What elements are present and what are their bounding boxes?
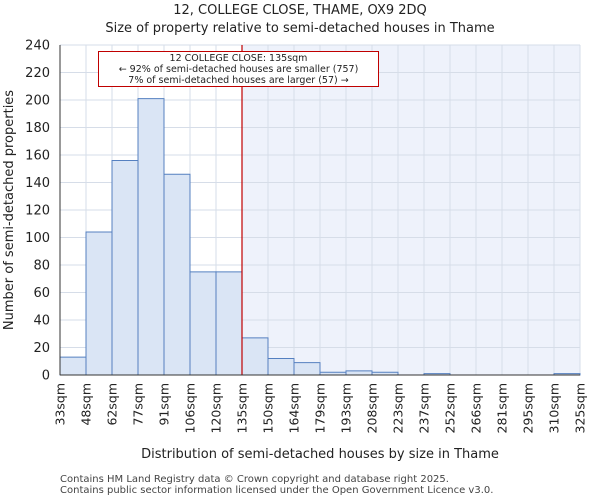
bar-91sqm [163, 173, 191, 376]
footer-line-1: Contains HM Land Registry data © Crown c… [60, 474, 449, 485]
y-tick-label: 40 [33, 314, 50, 329]
y-tick-label: 140 [25, 176, 50, 191]
x-tick-label: 252sqm [443, 383, 458, 433]
y-tick-label: 200 [25, 94, 50, 109]
annotation-line-2: ← 92% of semi-detached houses are smalle… [118, 64, 359, 75]
x-tick-label: 120sqm [209, 383, 224, 433]
y-tick-label: 100 [25, 231, 50, 246]
x-tick-label: 135sqm [235, 383, 250, 433]
x-axis-label: Distribution of semi-detached houses by … [141, 447, 499, 462]
annotation-line-3: 7% of semi-detached houses are larger (5… [128, 75, 349, 86]
x-tick-label: 179sqm [313, 383, 328, 433]
y-axis-label: Number of semi-detached properties [2, 90, 17, 330]
x-tick-label: 295sqm [521, 383, 536, 433]
annotation-line-1: 12 COLLEGE CLOSE: 135sqm [169, 53, 308, 64]
y-tick-label: 80 [33, 259, 50, 274]
y-tick-label: 120 [25, 204, 50, 219]
x-tick-label: 62sqm [105, 383, 120, 426]
x-tick-label: 33sqm [53, 383, 68, 426]
x-tick-label: 237sqm [417, 383, 432, 433]
bar-193sqm [345, 370, 373, 376]
bar-48sqm [85, 231, 113, 376]
bar-120sqm [215, 271, 243, 376]
y-tick-label: 240 [25, 39, 50, 54]
y-tick-label: 160 [25, 149, 50, 164]
y-tick-label: 220 [25, 66, 50, 81]
bar-150sqm [267, 358, 295, 376]
x-tick-label: 223sqm [391, 383, 406, 433]
y-tick-label: 20 [33, 341, 50, 356]
y-tick-label: 0 [42, 369, 50, 384]
footer-line-2: Contains public sector information licen… [60, 485, 494, 496]
bar-62sqm [111, 160, 139, 376]
x-tick-label: 266sqm [469, 383, 484, 433]
annotation-box: 12 COLLEGE CLOSE: 135sqm ← 92% of semi-d… [98, 51, 379, 87]
x-tick-label: 150sqm [261, 383, 276, 433]
x-tick-label: 325sqm [573, 383, 588, 433]
bar-77sqm [137, 98, 165, 376]
x-tick-label: 208sqm [365, 383, 380, 433]
x-tick-label: 310sqm [547, 383, 562, 433]
x-tick-label: 193sqm [339, 383, 354, 433]
bar-164sqm [293, 362, 321, 376]
bar-33sqm [59, 356, 87, 376]
x-tick-label: 106sqm [183, 383, 198, 433]
y-tick-label: 180 [25, 121, 50, 136]
x-tick-label: 91sqm [157, 383, 172, 426]
x-tick-label: 164sqm [287, 383, 302, 433]
chart-subtitle: Size of property relative to semi-detach… [105, 21, 495, 36]
x-tick-label: 77sqm [131, 383, 146, 426]
bar-106sqm [189, 271, 217, 376]
bar-135sqm [241, 337, 269, 376]
x-tick-label: 48sqm [79, 383, 94, 426]
y-tick-label: 60 [33, 286, 50, 301]
chart-title: 12, COLLEGE CLOSE, THAME, OX9 2DQ [173, 3, 427, 18]
x-tick-label: 281sqm [495, 383, 510, 433]
